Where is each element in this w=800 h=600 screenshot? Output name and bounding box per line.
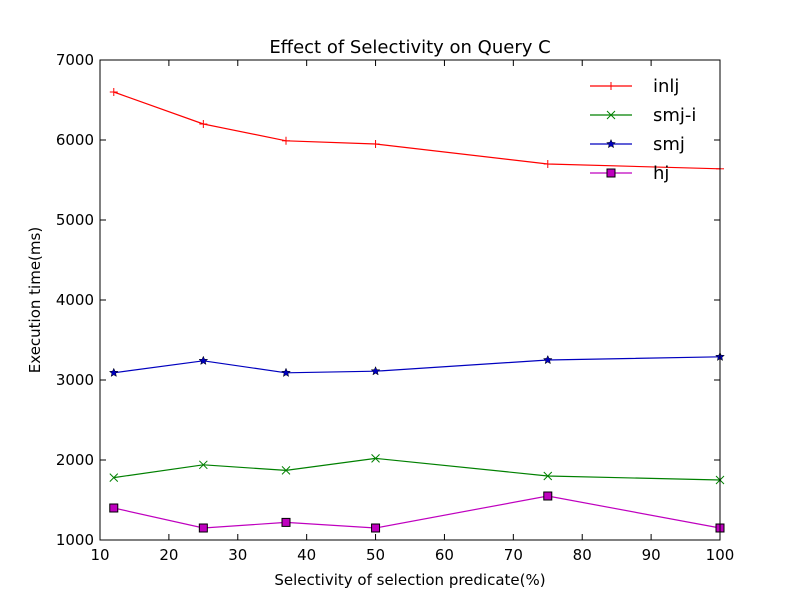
y-tick-label: 3000 xyxy=(56,371,94,389)
data-point xyxy=(198,460,208,470)
axes: 10 20 30 40 50 60 70 80 90 100 1000 2000 3000 4000 500… xyxy=(56,51,735,564)
series-smj-i xyxy=(109,454,725,485)
data-point xyxy=(281,517,291,527)
series-line xyxy=(113,91,721,170)
chart-title: Effect of Selectivity on Query C xyxy=(269,37,550,58)
legend-item-hj: hj xyxy=(590,163,669,184)
data-point xyxy=(109,503,119,513)
y-tick-label: 6000 xyxy=(56,131,94,149)
data-point xyxy=(199,120,208,128)
legend-label: hj xyxy=(653,163,669,184)
plot-frame xyxy=(99,59,721,541)
x-tick-label: 40 xyxy=(297,546,316,564)
legend: inlj smj-i smj hj xyxy=(590,76,696,184)
series-line xyxy=(113,356,721,374)
data-point xyxy=(371,140,380,148)
legend-marker xyxy=(606,168,616,178)
data-point xyxy=(543,491,553,501)
data-point xyxy=(281,466,291,475)
y-axis-label: Execution time(ms) xyxy=(26,227,44,373)
legend-label: smj-i xyxy=(653,105,696,126)
y-tick-label: 1000 xyxy=(56,531,94,549)
plot-area xyxy=(108,88,725,533)
data-point xyxy=(108,367,119,377)
x-tick-label: 90 xyxy=(642,546,661,564)
x-tick-label: 30 xyxy=(228,546,247,564)
series-line xyxy=(113,457,721,481)
x-tick-label: 80 xyxy=(573,546,592,564)
series-inlj xyxy=(109,88,724,173)
data-point xyxy=(281,367,291,377)
data-point xyxy=(543,471,553,481)
x-axis-label: Selectivity of selection predicate(%) xyxy=(274,571,545,589)
x-tick-label: 20 xyxy=(159,546,178,564)
data-point xyxy=(371,523,381,533)
data-point xyxy=(371,454,380,463)
legend-marker xyxy=(606,138,616,149)
data-point xyxy=(198,523,208,533)
data-point xyxy=(109,473,119,482)
y-tick-label: 4000 xyxy=(56,291,94,309)
series-hj xyxy=(109,491,725,533)
data-point xyxy=(198,355,209,365)
legend-item-smj: smj xyxy=(590,134,685,155)
x-tick-label: 60 xyxy=(435,546,454,564)
legend-label: smj xyxy=(653,134,685,155)
legend-item-inlj: inlj xyxy=(590,76,679,97)
data-point xyxy=(109,88,118,96)
data-point xyxy=(542,354,553,365)
data-point xyxy=(282,136,290,145)
legend-label: inlj xyxy=(653,76,679,97)
data-point xyxy=(543,160,552,168)
series-line xyxy=(113,495,721,529)
x-tick-label: 100 xyxy=(706,546,735,564)
series-smj xyxy=(108,351,725,377)
y-tick-label: 7000 xyxy=(56,51,94,69)
data-point xyxy=(370,366,381,376)
x-tick-label: 70 xyxy=(504,546,523,564)
legend-marker xyxy=(606,110,616,120)
legend-item-smj-i: smj-i xyxy=(590,105,696,126)
y-tick-label: 2000 xyxy=(56,451,94,469)
legend-marker xyxy=(607,82,615,90)
y-tick-label: 5000 xyxy=(56,211,94,229)
x-tick-label: 50 xyxy=(366,546,385,564)
x-tick-label: 10 xyxy=(90,546,109,564)
